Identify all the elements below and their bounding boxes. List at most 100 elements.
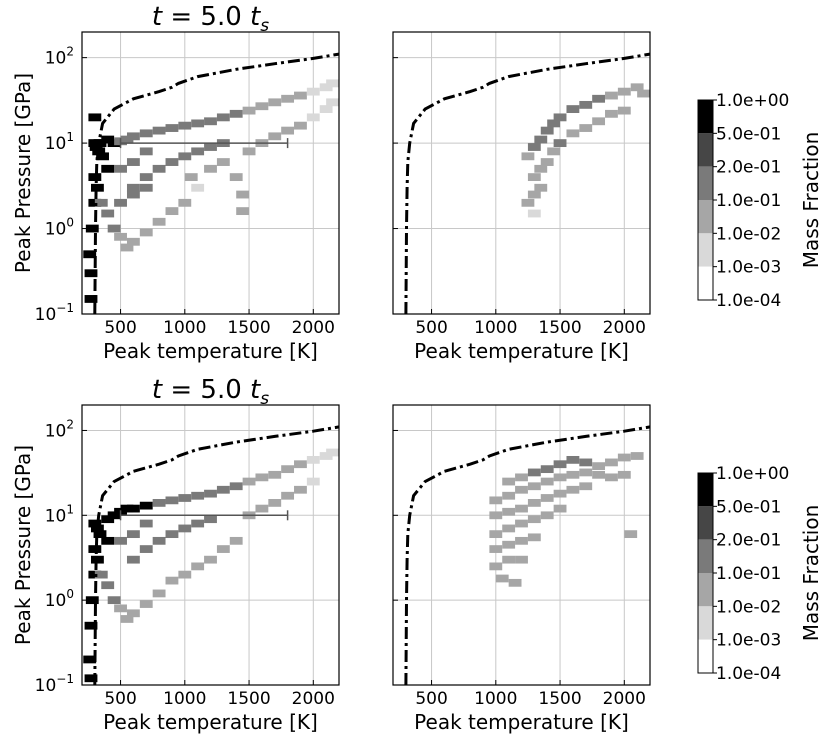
heatmap-cell: [152, 589, 166, 598]
heatmap-cell: [527, 499, 541, 507]
heatmap-cell: [547, 119, 561, 128]
heatmap-cell: [495, 574, 509, 583]
heatmap-cell: [107, 224, 121, 233]
heatmap-cell: [502, 555, 516, 564]
heatmap-cell: [96, 152, 109, 161]
x-tick-label: 1500: [538, 318, 581, 338]
heatmap-cell: [139, 600, 153, 608]
x-axis-label: Peak temperature [K]: [414, 710, 629, 734]
heatmap-cell: [236, 207, 250, 216]
heatmap-cell: [191, 491, 205, 500]
heatmap-cell: [178, 524, 192, 533]
heatmap-cell: [126, 132, 140, 141]
heatmap-cell: [553, 504, 567, 513]
heatmap-cell: [139, 501, 153, 510]
heatmap-cell: [84, 621, 98, 630]
heatmap-cell: [306, 477, 320, 486]
colorbar-segment: [698, 166, 713, 200]
y-tick-base: 10: [45, 134, 67, 154]
colorbar-segment: [698, 266, 713, 300]
heatmap-cell: [139, 545, 153, 553]
heatmap-cell: [605, 473, 618, 482]
heatmap-cell: [139, 129, 153, 138]
heatmap-cell: [502, 507, 516, 516]
heatmap-cell: [88, 519, 102, 528]
heatmap-cell: [579, 458, 593, 467]
heatmap-cell: [152, 499, 166, 507]
heatmap-cell: [139, 147, 153, 156]
heatmap-cell: [84, 674, 98, 683]
heatmap-cell: [515, 473, 528, 482]
heatmap-cell: [540, 126, 554, 135]
x-tick-label: 500: [104, 318, 136, 338]
y-tick-exponent: −1: [56, 301, 74, 315]
heatmap-cell: [126, 530, 140, 539]
title-unit-sub: s: [260, 16, 269, 36]
x-tick-label: 1000: [474, 689, 517, 709]
colorbar-tick-label: 1.0e-04: [716, 664, 781, 684]
y-tick-label: 101: [45, 502, 74, 526]
y-tick-exponent: −1: [56, 672, 74, 686]
heatmap-cell: [268, 132, 282, 141]
heatmap-cell: [114, 198, 127, 207]
heatmap-cell: [268, 470, 282, 479]
y-tick-exponent: 1: [66, 502, 74, 516]
heatmap-cell: [553, 113, 567, 122]
x-tick-label: 1500: [538, 689, 581, 709]
y-tick-label: 10−1: [35, 672, 74, 696]
heatmap-cell: [306, 113, 320, 122]
heatmap-cell: [229, 109, 243, 118]
colorbar-tick-label: 1.0e-02: [716, 597, 781, 617]
y-tick-base: 10: [45, 421, 67, 441]
y-tick-exponent: 1: [66, 130, 74, 144]
colorbar-tick-label: 2.0e-01: [716, 531, 781, 551]
title-value: = 5.0: [162, 375, 250, 405]
heatmap-cell: [84, 295, 98, 303]
heatmap-cell: [236, 190, 250, 199]
heatmap-cell: [553, 139, 567, 148]
heatmap-cell: [294, 460, 307, 469]
colorbar-tick-label: 1.0e-01: [716, 564, 781, 584]
title-var: t: [152, 375, 163, 405]
colorbar-segment: [698, 539, 713, 573]
colorbar-segment: [698, 606, 713, 640]
colorbar-tick-label: 1.0e-02: [716, 224, 781, 244]
heatmap-cell: [527, 482, 541, 491]
heatmap-cell: [178, 198, 192, 207]
heatmap-cell: [216, 113, 230, 122]
colorbar-segment: [698, 133, 713, 167]
heatmap-cell: [191, 183, 205, 192]
heatmap-cell: [489, 530, 503, 539]
heatmap-cell: [83, 250, 97, 259]
y-tick-base: 10: [35, 305, 57, 325]
heatmap-cell: [204, 489, 217, 498]
heatmap-cell: [268, 98, 282, 107]
heatmap-cell: [165, 124, 179, 132]
heatmap-cell: [178, 494, 192, 502]
heatmap-cell: [527, 190, 541, 199]
x-tick-label: 1500: [227, 318, 270, 338]
heatmap-cell: [566, 455, 580, 464]
heatmap-cell: [579, 482, 593, 491]
heatmap-cell: [88, 113, 102, 122]
heatmap-cell: [191, 519, 205, 528]
heatmap-cell: [191, 147, 205, 156]
heatmap-cell: [617, 87, 631, 96]
heatmap-cell: [191, 562, 205, 571]
heatmap-cell: [540, 477, 554, 486]
heatmap-cell: [605, 91, 618, 100]
y-tick-base: 10: [35, 676, 57, 696]
heatmap-cell: [294, 485, 307, 494]
heatmap-cell: [502, 524, 516, 533]
heatmap-cell: [191, 119, 205, 128]
colorbar-segment: [698, 506, 713, 540]
x-tick-label: 500: [415, 318, 447, 338]
heatmap-cell: [101, 536, 115, 545]
heatmap-cell: [242, 106, 256, 115]
heatmap-cell: [204, 143, 217, 151]
heatmap-cell: [139, 173, 153, 182]
heatmap-cell: [107, 596, 121, 605]
y-tick-label: 101: [45, 130, 74, 154]
